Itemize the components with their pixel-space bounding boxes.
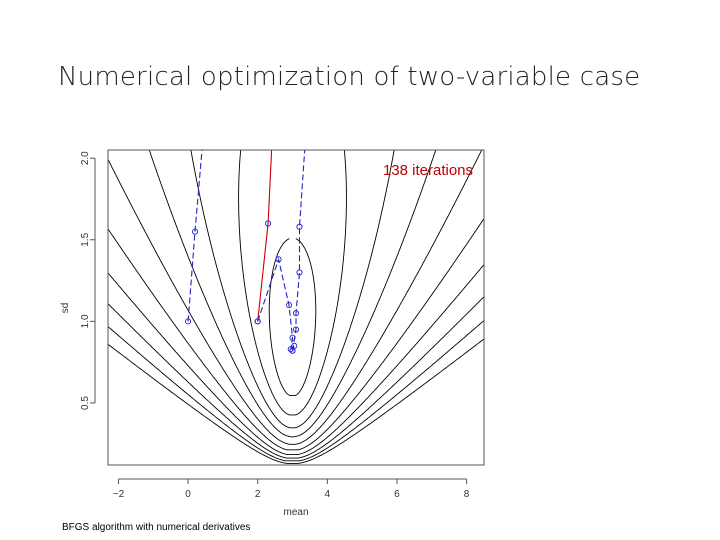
contour-line-7 xyxy=(108,263,484,455)
slide-title: Numerical optimization of two-variable c… xyxy=(58,62,641,92)
iterate-point xyxy=(287,346,294,353)
y-tick-label: 2.0 xyxy=(80,151,91,165)
contour-lines xyxy=(108,150,484,465)
y-tick-label: 1.0 xyxy=(80,314,91,328)
x-axis: −2 0 2 4 6 8 xyxy=(113,478,470,500)
iterate-point xyxy=(265,220,272,227)
contour-line-10 xyxy=(108,338,484,465)
y-axis-label: sd xyxy=(60,303,71,314)
contour-line-3 xyxy=(190,150,395,429)
contour-line-9 xyxy=(108,319,484,462)
x-tick-label: 0 xyxy=(185,489,191,500)
y-tick-label: 1.5 xyxy=(80,232,91,246)
y-axis: 0.5 1.0 1.5 2.0 xyxy=(80,151,96,410)
y-tick-label: 0.5 xyxy=(80,396,91,410)
x-tick-label: 4 xyxy=(325,489,331,500)
x-tick-label: 8 xyxy=(464,489,470,500)
optimization-paths xyxy=(185,150,306,354)
iterate-point xyxy=(254,318,261,325)
optimizer-path-3 xyxy=(257,257,295,351)
iterations-annotation: 138 iterations xyxy=(383,162,473,179)
iterate-point xyxy=(296,269,303,276)
contour-line-8 xyxy=(108,296,484,459)
iterate-point xyxy=(289,347,296,354)
iterate-point xyxy=(292,310,300,317)
iterate-point xyxy=(285,302,293,309)
figure-caption: BFGS algorithm with numerical derivative… xyxy=(62,522,251,533)
optimizer-path-2 xyxy=(257,150,273,322)
optimizer-path-1 xyxy=(187,150,203,322)
contour-line-4 xyxy=(148,150,437,438)
contour-line-2 xyxy=(238,150,347,416)
iterate-point xyxy=(291,342,298,349)
x-tick-label: 2 xyxy=(255,489,261,500)
contour-line-5 xyxy=(108,150,483,445)
plot-frame xyxy=(107,149,485,466)
x-tick-label: −2 xyxy=(113,489,125,500)
iterate-point xyxy=(292,326,300,333)
iterate-point xyxy=(296,223,303,230)
contour-line-6 xyxy=(108,217,484,451)
x-axis-label: mean xyxy=(283,507,308,518)
optimizer-path-4 xyxy=(291,150,306,351)
x-tick-label: 6 xyxy=(394,489,400,500)
iterate-point xyxy=(191,228,199,235)
iterate-point xyxy=(185,318,192,325)
contour-line-1 xyxy=(268,238,317,397)
iterate-point xyxy=(275,256,282,263)
